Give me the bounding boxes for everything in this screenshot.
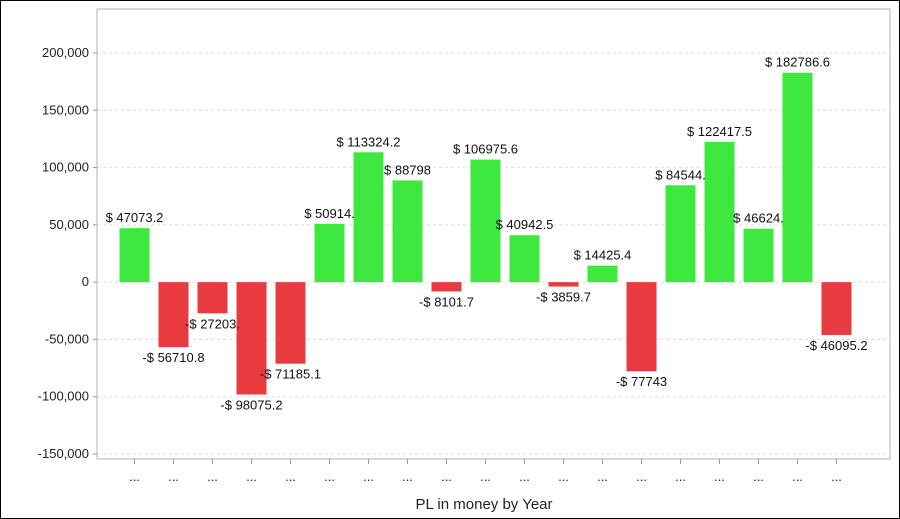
bar bbox=[548, 282, 579, 287]
data-label: $ 182786.6 bbox=[765, 55, 830, 70]
data-label: -$ 56710.8 bbox=[142, 350, 204, 365]
data-label: -$ 46095.2 bbox=[805, 338, 867, 353]
bar bbox=[314, 223, 345, 283]
x-tick-label: ... bbox=[636, 469, 647, 484]
data-label: -$ 3859.7 bbox=[536, 290, 591, 305]
bar bbox=[236, 282, 267, 395]
x-tick-label: ... bbox=[324, 469, 335, 484]
data-label: $ 40942.5 bbox=[496, 217, 554, 232]
data-label: $ 47073.2 bbox=[106, 210, 164, 225]
bar bbox=[587, 265, 618, 283]
data-label: $ 50914. bbox=[304, 206, 355, 221]
bar bbox=[704, 141, 735, 283]
bar bbox=[158, 282, 189, 348]
data-label: $ 46624. bbox=[733, 211, 784, 226]
bar bbox=[431, 282, 462, 292]
bar bbox=[353, 152, 384, 283]
y-tick-label: -50,000 bbox=[45, 331, 89, 346]
bar bbox=[743, 228, 774, 283]
x-tick-label: ... bbox=[480, 469, 491, 484]
y-tick-label: 200,000 bbox=[42, 45, 89, 60]
x-tick-label: ... bbox=[207, 469, 218, 484]
data-label: $ 122417.5 bbox=[687, 124, 752, 139]
x-tick-label: ... bbox=[558, 469, 569, 484]
x-tick-label: ... bbox=[363, 469, 374, 484]
y-tick-label: 150,000 bbox=[42, 102, 89, 117]
y-tick-label: -100,000 bbox=[38, 389, 89, 404]
x-tick-label: ... bbox=[714, 469, 725, 484]
x-tick-label: ... bbox=[402, 469, 413, 484]
data-label: $ 113324.2 bbox=[336, 134, 400, 149]
bars bbox=[119, 72, 852, 395]
data-label: $ 88798 bbox=[384, 162, 431, 177]
x-tick-label: ... bbox=[168, 469, 179, 484]
data-labels: $ 47073.2 -$ 56710.8 -$ 27203. -$ 98075.2 -$… bbox=[106, 55, 868, 413]
bar bbox=[392, 180, 423, 283]
data-label: -$ 98075.2 bbox=[220, 398, 282, 413]
x-tick-label: ... bbox=[441, 469, 452, 484]
bar bbox=[470, 159, 501, 283]
x-tick-label: ... bbox=[792, 469, 803, 484]
x-axis-ticks: ........................................… bbox=[129, 459, 842, 484]
x-tick-label: ... bbox=[753, 469, 764, 484]
y-tick-label: -150,000 bbox=[38, 446, 89, 461]
bar bbox=[626, 282, 657, 372]
bar bbox=[782, 72, 813, 283]
y-tick-label: 50,000 bbox=[49, 217, 89, 232]
bar bbox=[119, 228, 150, 283]
x-tick-label: ... bbox=[597, 469, 608, 484]
data-label: -$ 71185.1 bbox=[260, 367, 321, 382]
data-label: $ 106975.6 bbox=[453, 142, 518, 157]
y-tick-label: 0 bbox=[82, 274, 89, 289]
bar bbox=[275, 282, 306, 364]
data-label: -$ 27203. bbox=[185, 316, 240, 331]
bar bbox=[509, 235, 540, 283]
y-axis-ticks: 200,000 150,000 100,000 50,000 0 -50,000 -100,… bbox=[38, 45, 97, 461]
x-tick-label: ... bbox=[519, 469, 530, 484]
bar bbox=[197, 282, 228, 314]
x-axis-label: PL in money by Year bbox=[415, 496, 552, 513]
x-tick-label: ... bbox=[246, 469, 257, 484]
x-tick-label: ... bbox=[129, 469, 140, 484]
x-tick-label: ... bbox=[831, 469, 842, 484]
bar bbox=[665, 185, 696, 283]
data-label: $ 84544. bbox=[655, 167, 706, 182]
x-tick-label: ... bbox=[285, 469, 296, 484]
x-tick-label: ... bbox=[675, 469, 686, 484]
data-label: -$ 77743 bbox=[616, 374, 667, 389]
data-label: $ 14425.4 bbox=[574, 248, 632, 263]
y-tick-label: 100,000 bbox=[42, 160, 89, 175]
data-label: -$ 8101.7 bbox=[419, 294, 474, 309]
bar bbox=[821, 282, 852, 335]
